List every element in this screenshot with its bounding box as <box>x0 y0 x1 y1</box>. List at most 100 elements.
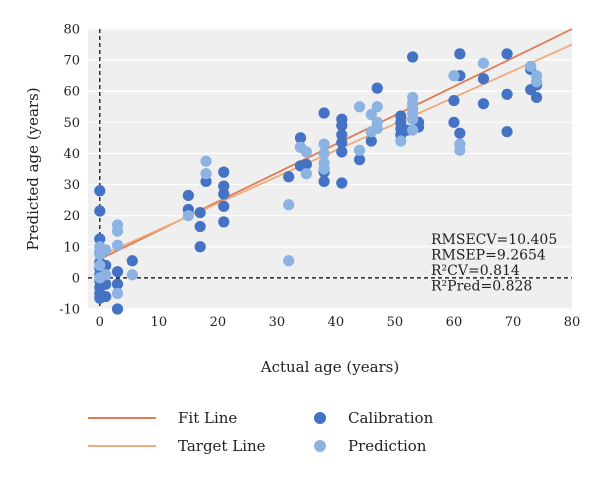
calibration-point <box>501 88 513 100</box>
legend: Fit Line Target Line Calibration Predict… <box>88 406 518 466</box>
calibration-point <box>501 126 513 138</box>
prediction-point <box>407 124 419 136</box>
prediction-point <box>100 269 112 281</box>
calibration-point <box>100 290 112 303</box>
calibration-point <box>501 48 513 60</box>
x-tick-label: 70 <box>505 315 522 330</box>
x-axis-label: Actual age (years) <box>260 358 400 376</box>
prediction-point <box>395 135 407 147</box>
prediction-point <box>448 70 460 82</box>
calibration-marker-swatch <box>314 412 326 424</box>
y-tick-label: 70 <box>63 54 80 69</box>
calibration-point <box>194 241 206 253</box>
x-tick-label: 40 <box>328 315 345 330</box>
prediction-point <box>318 163 330 175</box>
y-axis-ticks: -10 0 10 20 30 40 50 60 70 80 <box>59 23 80 318</box>
calibration-point <box>94 205 106 217</box>
prediction-point <box>126 269 138 281</box>
prediction-point <box>407 113 419 125</box>
legend-item-calibration: Calibration <box>304 406 433 430</box>
y-tick-label: 30 <box>63 178 80 193</box>
y-tick-label: 10 <box>63 240 80 255</box>
prediction-point <box>530 76 543 88</box>
prediction-point <box>353 101 366 113</box>
calibration-point <box>530 91 543 104</box>
calibration-point <box>336 119 348 132</box>
x-tick-label: 80 <box>564 315 581 330</box>
statistic-label: RMSECV=10.405 <box>431 232 557 248</box>
prediction-point <box>300 168 312 180</box>
calibration-point <box>194 206 206 219</box>
prediction-point <box>318 138 330 150</box>
calibration-point <box>336 136 348 149</box>
legend-label-calibration: Calibration <box>348 409 434 427</box>
calibration-point <box>300 158 312 170</box>
legend-label-prediction: Prediction <box>348 437 427 455</box>
calibration-point <box>194 220 206 233</box>
y-tick-label: 80 <box>63 23 80 38</box>
calibration-point <box>477 98 490 110</box>
calibration-point <box>182 189 194 202</box>
calibration-point <box>454 48 466 60</box>
prediction-point <box>182 210 194 222</box>
legend-label-target-line: Target Line <box>178 437 266 455</box>
prediction-point <box>318 147 330 160</box>
calibration-point <box>353 154 366 166</box>
calibration-point <box>218 216 230 228</box>
calibration-point <box>94 233 106 245</box>
y-tick-label: -10 <box>59 303 80 318</box>
fit-line-swatch <box>88 417 156 419</box>
x-tick-label: 60 <box>446 315 463 330</box>
calibration-point <box>365 135 377 147</box>
prediction-point <box>300 146 312 158</box>
target-line <box>99 43 573 257</box>
calibration-point <box>111 278 124 290</box>
calibration-point <box>371 82 383 94</box>
prediction-point <box>200 155 212 167</box>
calibration-point <box>200 175 212 188</box>
prediction-point <box>111 239 124 251</box>
statistics-annotations: RMSECV=10.405RMSEP=9.2654R²CV=0.814R²Pre… <box>431 232 557 295</box>
calibration-point <box>94 185 106 197</box>
calibration-point <box>111 303 124 315</box>
legend-item-target-line: Target Line <box>88 434 266 458</box>
scatter-chart: 0 10 20 30 40 50 60 70 80 -10 0 10 20 30 40 50 60 70 80 R… <box>24 23 581 377</box>
prediction-point <box>283 199 295 211</box>
calibration-point <box>218 180 230 192</box>
y-tick-label: 40 <box>63 147 80 162</box>
prediction-point <box>200 168 212 180</box>
prediction-marker-swatch <box>314 440 326 452</box>
y-tick-label: 20 <box>63 209 80 224</box>
calibration-point <box>336 129 348 141</box>
x-tick-label: 30 <box>269 315 286 330</box>
prediction-point <box>111 287 124 300</box>
prediction-point <box>371 101 383 113</box>
x-axis-ticks: 0 10 20 30 40 50 60 70 80 <box>96 315 581 330</box>
calibration-point <box>294 132 307 144</box>
x-tick-label: 0 <box>96 315 104 330</box>
calibration-point <box>448 116 460 128</box>
calibration-point <box>448 94 460 107</box>
calibration-point <box>407 51 419 63</box>
calibration-point <box>218 166 230 178</box>
calibration-point <box>218 200 230 212</box>
regression-lines <box>99 28 573 261</box>
calibration-point <box>283 171 295 183</box>
x-tick-label: 20 <box>210 315 227 330</box>
calibration-point <box>454 127 466 139</box>
legend-label-fit-line: Fit Line <box>178 409 238 427</box>
legend-item-fit-line: Fit Line <box>88 406 237 430</box>
calibration-point <box>111 266 124 278</box>
calibration-point <box>336 146 348 158</box>
x-tick-label: 10 <box>151 315 168 330</box>
calibration-point <box>318 175 330 188</box>
plot-area <box>88 29 572 309</box>
statistic-label: RMSEP=9.2654 <box>431 248 546 264</box>
x-tick-label: 50 <box>387 315 404 330</box>
prediction-point <box>111 225 124 237</box>
legend-item-prediction: Prediction <box>304 434 426 458</box>
y-tick-label: 60 <box>63 85 80 100</box>
y-tick-label: 50 <box>63 116 80 131</box>
calibration-point <box>126 255 138 267</box>
prediction-point <box>283 255 295 267</box>
